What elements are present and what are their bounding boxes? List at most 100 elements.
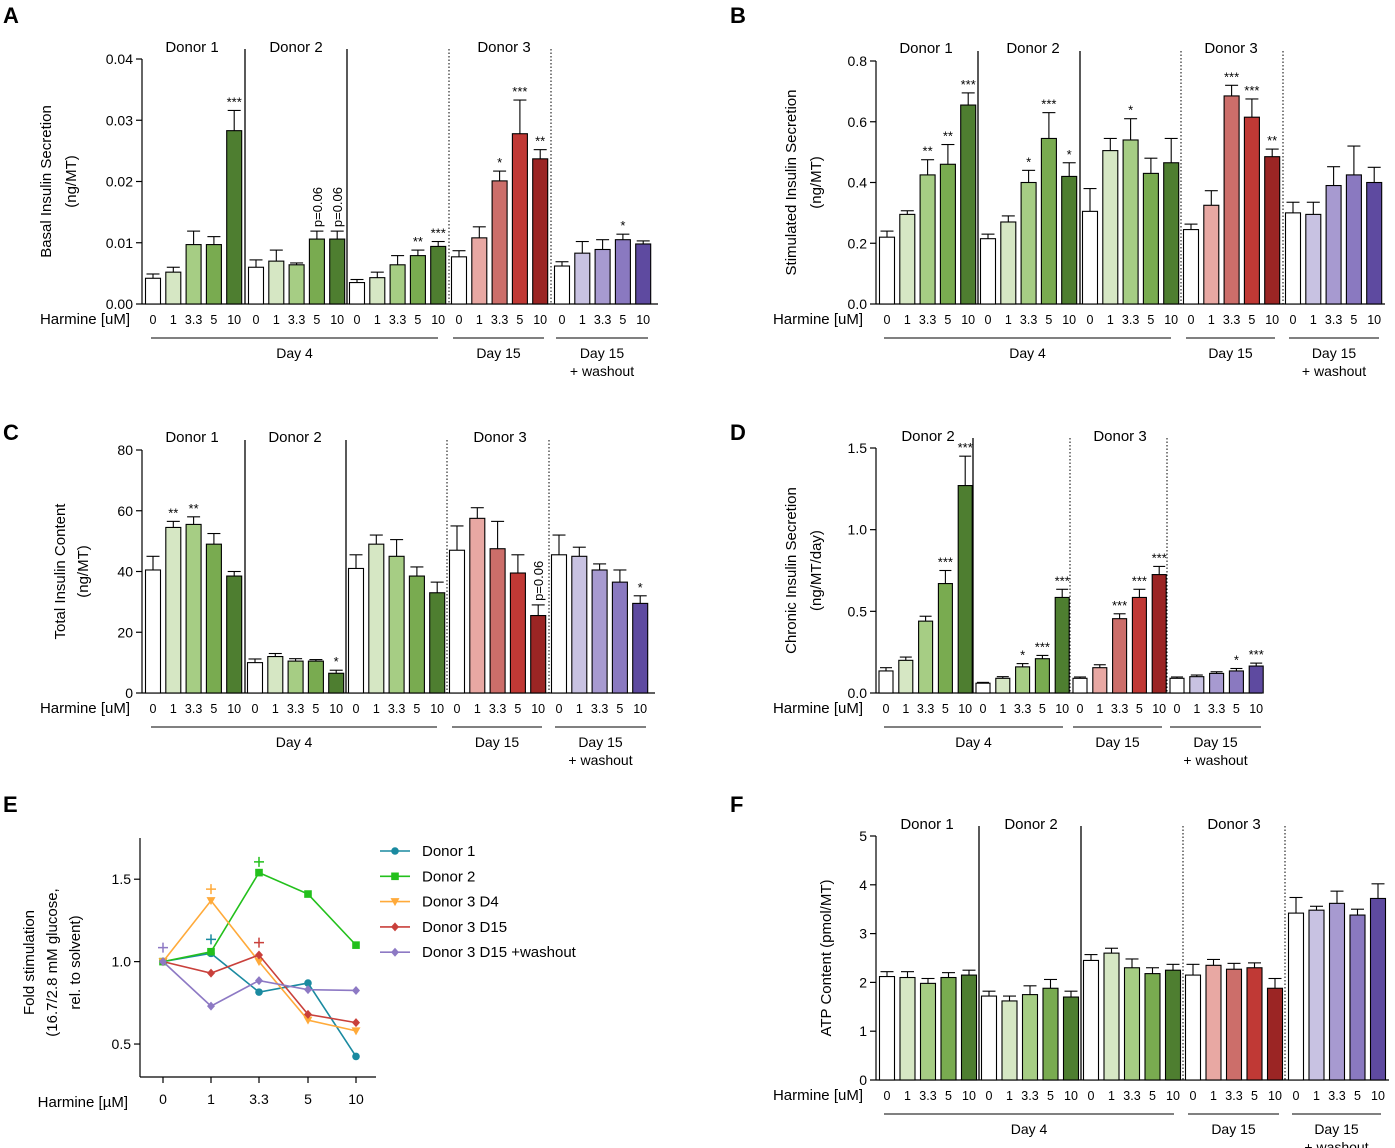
y-tick-label: 40 [117,564,133,580]
period-label-washout: + washout [1302,363,1366,379]
bar [185,244,202,305]
x-tick-label: 1 [1005,313,1012,327]
bar [1209,672,1225,694]
x-tick-label: 1 [373,702,380,716]
bar [429,592,446,694]
y-axis-label: Total Insulin Content [52,503,69,640]
period-label-day15-washout: Day 15 [1193,734,1238,750]
period-label-day15: Day 15 [475,734,520,750]
period-label-day15-washout: Day 15 [580,345,625,361]
bar [509,572,526,694]
x-tick-label: 10 [1268,1089,1282,1103]
donor-label: Donor 2 [269,39,322,56]
bar [185,523,202,694]
y-tick-label: 0 [125,685,133,701]
series-marker [254,958,264,967]
y-tick-label: 0.03 [106,112,133,128]
x-tick-label: 0 [556,702,563,716]
bar [939,163,956,305]
bar [957,485,973,694]
y-tick-label: 0.5 [848,603,868,619]
x-tick-label: 0 [1293,1089,1300,1103]
donor-label: Donor 1 [899,40,952,57]
bar [408,575,425,694]
x-tick-label: 3.3 [288,313,305,327]
y-tick-label: 1.5 [848,440,868,456]
x-tick-label: 3.3 [1021,1089,1038,1103]
x-tick-label: 3.3 [1111,702,1128,716]
x-tick-label: 0 [1077,702,1084,716]
significance-label: *** [958,440,973,455]
bar [471,237,488,305]
x-axis-label: Harmine [uM] [40,700,130,717]
bar [937,583,953,694]
period-label-washout: + washout [568,752,632,768]
bar [632,602,649,694]
series-marker [352,1018,360,1028]
bar [899,976,916,1081]
y-tick-label: 0 [859,1072,867,1088]
p-value-label: p=0.06 [531,561,546,601]
x-tick-label: 5 [304,1091,312,1107]
x-tick-label: 3.3 [1325,313,1342,327]
bar [1345,174,1362,305]
legend-label: Donor 3 D15 +washout [422,944,577,961]
x-tick-label: 1 [1107,313,1114,327]
bar [491,180,508,305]
bar [288,264,305,305]
bar [919,174,936,305]
x-tick-label: 5 [1047,1089,1054,1103]
bar [1144,973,1161,1081]
x-tick-label: 0 [980,702,987,716]
y-axis-label-unit: (ng/MT/day) [808,530,825,611]
bar [878,975,896,1081]
bar [448,549,466,694]
bar [1266,987,1284,1081]
plus-marker [254,937,264,948]
period-label-day15: Day 15 [1211,1121,1256,1137]
x-tick-label: 0 [159,1091,167,1107]
y-axis-label-unit: (ng/MT) [75,545,92,598]
bar [594,248,611,305]
bar [369,277,386,305]
series-marker [207,947,215,956]
x-tick-label: 5 [1136,702,1143,716]
bar [571,555,588,694]
x-tick-label: 10 [962,1089,976,1103]
x-tick-label: 5 [313,313,320,327]
x-tick-label: 1 [999,702,1006,716]
x-tick-label: 3.3 [917,702,934,716]
bar [268,260,285,305]
x-tick-label: 10 [330,313,344,327]
donor-label: Donor 1 [165,429,218,446]
period-label-day15: Day 15 [1095,734,1140,750]
bar [247,266,265,305]
x-tick-label: 1 [170,702,177,716]
x-tick-label: 0 [1190,1089,1197,1103]
period-label-washout: + washout [1183,752,1247,768]
x-tick-label: 3.3 [287,702,304,716]
donor-label: Donor 1 [165,39,218,56]
x-tick-label: 0 [1290,313,1297,327]
bar [1225,968,1243,1081]
x-tick-label: 0 [1088,1089,1095,1103]
x-tick-label: 5 [1045,313,1052,327]
x-tick-label: 10 [1055,702,1069,716]
bar [611,581,628,694]
x-tick-label: 5 [945,1089,952,1103]
p-value-label: p=0.06 [330,187,345,227]
x-tick-label: 5 [312,702,319,716]
x-tick-label: 10 [431,313,445,327]
bar [1123,967,1141,1081]
significance-label: *** [1041,97,1056,112]
bar [389,264,406,305]
x-tick-label: 3.3 [249,1091,269,1107]
x-tick-label: 1 [474,702,481,716]
bar [960,974,978,1081]
period-label-day4: Day 4 [955,734,992,750]
x-tick-label: 10 [533,313,547,327]
x-tick-label: 3.3 [919,1089,936,1103]
bar [591,569,608,694]
plus-marker [158,942,168,953]
bar [308,238,325,305]
